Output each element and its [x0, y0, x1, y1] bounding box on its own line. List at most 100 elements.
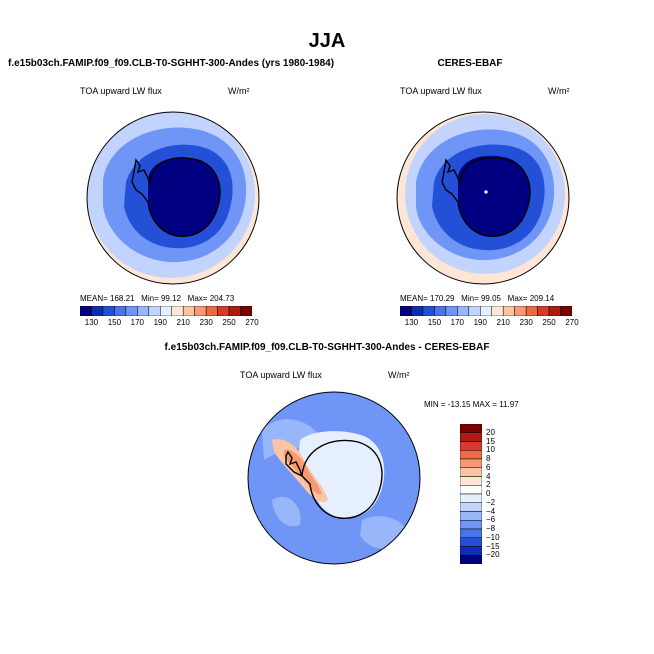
- obs-map-border: [396, 111, 570, 285]
- colorbar-swatch: [205, 306, 218, 316]
- obs-stats: MEAN= 170.29 Min= 99.05 Max= 209.14: [400, 294, 554, 303]
- diff-colorbar: [460, 424, 482, 564]
- colorbar-swatch: [460, 450, 482, 460]
- diff-stats: MIN = -13.15 MAX = 11.97: [424, 400, 519, 409]
- colorbar-tick-label: 6: [486, 462, 491, 472]
- colorbar-tick-label: 270: [565, 318, 579, 327]
- colorbar-tick-label: 20: [486, 427, 495, 437]
- colorbar-tick-label: 130: [84, 318, 99, 327]
- colorbar-swatch: [537, 306, 550, 316]
- obs-colorbar: [400, 306, 572, 316]
- obs-min-label: Min=: [461, 294, 479, 303]
- diff-min-label: MIN =: [424, 400, 446, 409]
- colorbar-tick-label: 2: [486, 480, 491, 490]
- colorbar-tick-label: 8: [486, 454, 491, 463]
- diff-max-label: MAX =: [472, 400, 497, 409]
- case-max-value: 204.73: [209, 294, 235, 303]
- colorbar-tick-label: 230: [519, 318, 533, 327]
- case-mean-label: MEAN=: [80, 294, 108, 303]
- diff-max-value: 11.97: [499, 400, 519, 409]
- obs-field-continent: [458, 155, 530, 237]
- case-min-value: 99.12: [160, 294, 181, 303]
- colorbar-tick-label: −2: [486, 497, 496, 507]
- colorbar-tick-label: −20: [486, 550, 500, 560]
- colorbar-swatch: [411, 306, 424, 316]
- colorbar-swatch: [171, 306, 184, 316]
- colorbar-swatch: [160, 306, 172, 316]
- colorbar-swatch: [460, 546, 482, 556]
- colorbar-swatch: [434, 306, 447, 316]
- colorbar-swatch: [502, 306, 515, 316]
- colorbar-swatch: [480, 306, 492, 316]
- colorbar-swatch: [217, 306, 230, 316]
- obs-max-value: 209.14: [529, 294, 555, 303]
- colorbar-tick-label: 230: [199, 318, 213, 327]
- obs-polar-map: [396, 111, 570, 285]
- colorbar-swatch: [460, 520, 482, 530]
- diff-colorbar-ticks: 20 15 10 8 6 4 2 0 −2 −4 −6 −8 −10 −15 −20: [484, 424, 524, 564]
- diff-polar-map: [247, 391, 421, 565]
- obs-map-title: CERES-EBAF: [437, 58, 503, 69]
- colorbar-swatch: [460, 467, 482, 477]
- colorbar-swatch: [80, 306, 92, 316]
- obs-mean-label: MEAN=: [400, 294, 428, 303]
- case-stats: MEAN= 168.21 Min= 99.12 Max= 204.73: [80, 294, 234, 303]
- colorbar-tick-label: −8: [486, 524, 496, 533]
- colorbar-swatch: [560, 306, 572, 316]
- obs-coastline: [441, 157, 531, 237]
- case-max-label: Max=: [187, 294, 208, 303]
- case-min-label: Min=: [141, 294, 159, 303]
- colorbar-tick-label: −6: [486, 515, 496, 525]
- colorbar-swatch: [460, 555, 482, 564]
- obs-max-label: Max=: [507, 294, 528, 303]
- colorbar-swatch: [102, 306, 115, 316]
- diff-units-label: W/m²: [388, 370, 410, 380]
- figure-season-title: JJA: [308, 30, 346, 52]
- case-field-continent: [148, 157, 220, 237]
- colorbar-swatch: [91, 306, 104, 316]
- colorbar-tick-label: 210: [176, 318, 190, 327]
- colorbar-tick-label: 270: [245, 318, 259, 327]
- colorbar-tick-label: 0: [486, 489, 491, 498]
- case-polar-map: [86, 111, 260, 285]
- case-units-label: W/m²: [228, 86, 250, 96]
- colorbar-tick-label: 10: [486, 445, 495, 455]
- colorbar-swatch: [460, 493, 482, 503]
- colorbar-swatch: [240, 306, 252, 316]
- obs-units-label: W/m²: [548, 86, 570, 96]
- case-coastline: [131, 157, 221, 237]
- colorbar-tick-label: −15: [486, 541, 500, 551]
- colorbar-tick-label: 170: [130, 318, 145, 327]
- diff-map-title: f.e15b03ch.FAMIP.f09_f09.CLB-T0-SGHHT-30…: [164, 342, 490, 353]
- diff-coastline: [285, 439, 383, 519]
- case-map-border: [86, 111, 260, 285]
- colorbar-swatch: [457, 306, 470, 316]
- colorbar-swatch: [125, 306, 138, 316]
- colorbar-swatch: [228, 306, 241, 316]
- colorbar-swatch: [460, 537, 482, 547]
- colorbar-swatch: [460, 424, 482, 433]
- colorbar-tick-label: 150: [427, 318, 442, 327]
- colorbar-swatch: [148, 306, 161, 316]
- colorbar-tick-label: 210: [496, 318, 510, 327]
- diff-variable-label: TOA upward LW flux: [240, 370, 322, 380]
- case-map-title: f.e15b03ch.FAMIP.f09_f09.CLB-T0-SGHHT-30…: [8, 58, 335, 69]
- diff-min-value: -13.15: [447, 400, 471, 409]
- case-colorbar-ticks: 130 150 170 190 210 230 250 270: [80, 318, 259, 330]
- colorbar-tick-label: −10: [486, 532, 500, 542]
- obs-pole-marker: [484, 190, 488, 194]
- case-colorbar: [80, 306, 252, 316]
- colorbar-swatch: [460, 432, 482, 442]
- obs-min-value: 99.05: [480, 294, 501, 303]
- colorbar-swatch: [460, 511, 482, 521]
- case-variable-label: TOA upward LW flux: [80, 86, 162, 96]
- colorbar-tick-label: 4: [486, 471, 491, 481]
- colorbar-swatch: [194, 306, 207, 316]
- obs-colorbar-ticks: 130 150 170 190 210 230 250 270: [400, 318, 579, 330]
- colorbar-swatch: [460, 476, 482, 486]
- diff-map-border: [247, 391, 421, 565]
- obs-variable-label: TOA upward LW flux: [400, 86, 482, 96]
- colorbar-tick-label: 15: [486, 436, 495, 446]
- colorbar-swatch: [114, 306, 127, 316]
- colorbar-tick-label: 190: [473, 318, 487, 327]
